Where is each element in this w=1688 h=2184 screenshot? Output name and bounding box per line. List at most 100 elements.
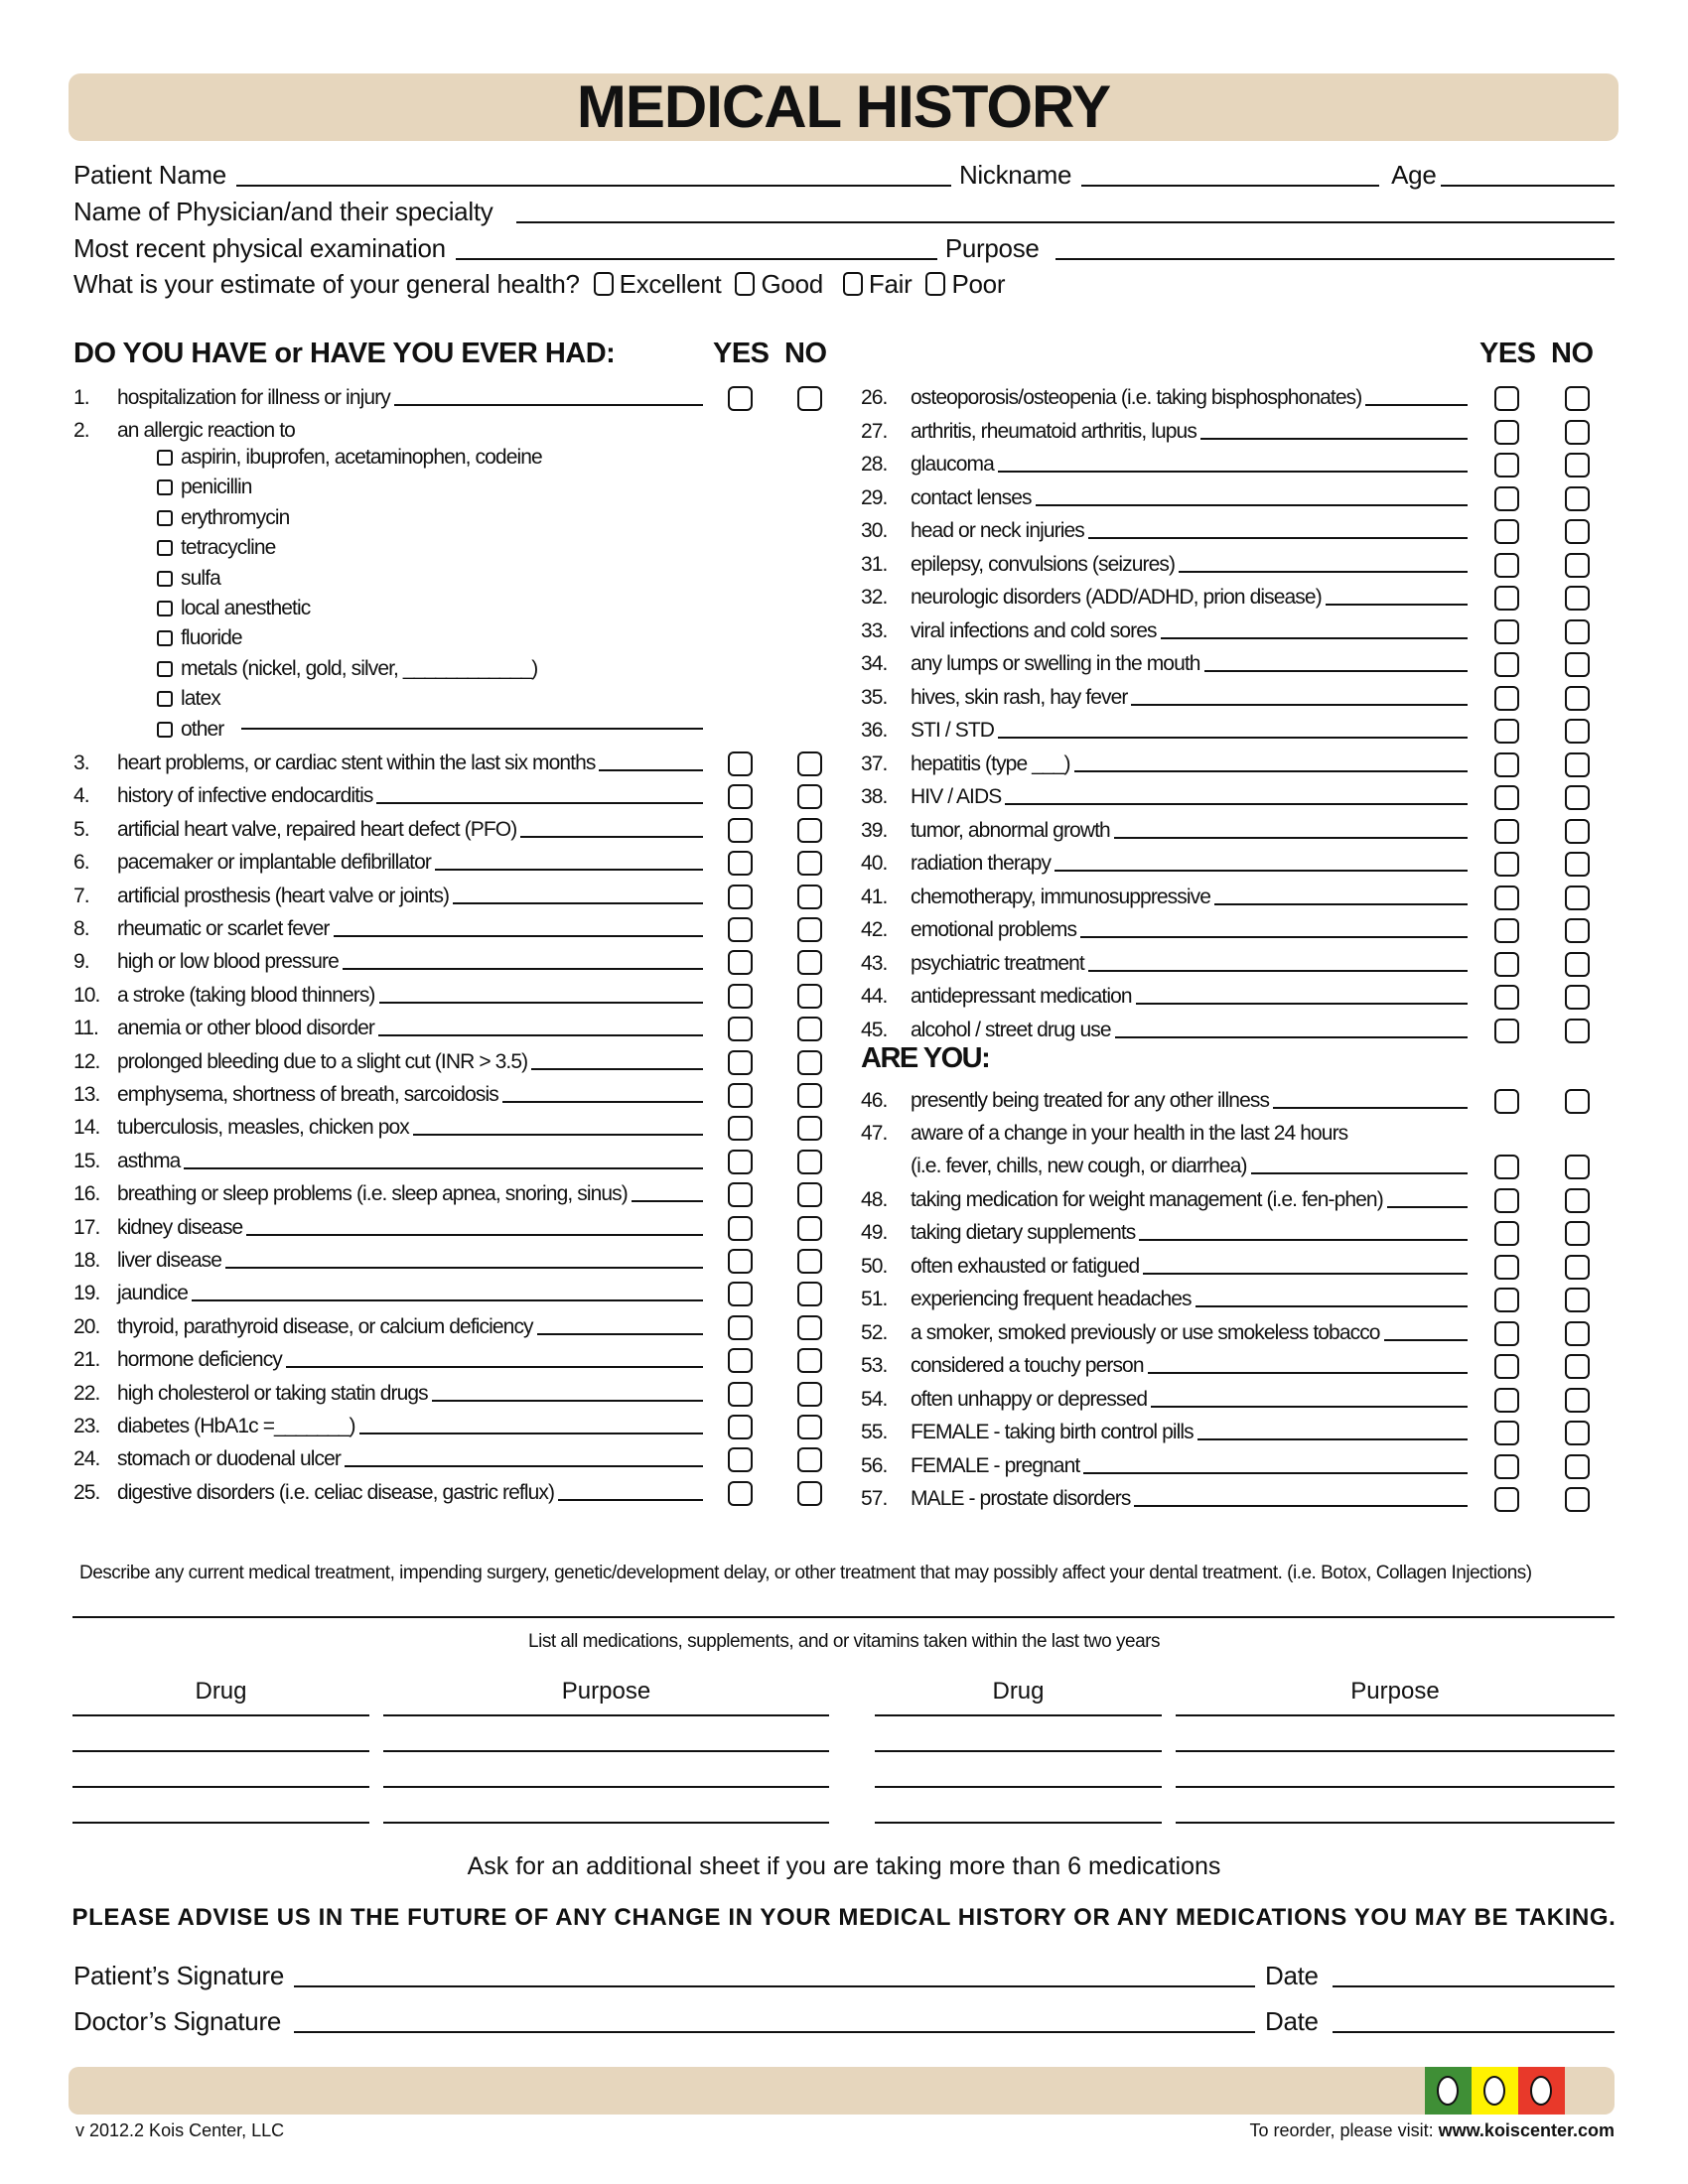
yes-checkbox[interactable] — [1494, 1288, 1519, 1312]
answer-line[interactable] — [1195, 1305, 1468, 1307]
answer-line[interactable] — [453, 902, 703, 904]
yes-checkbox[interactable] — [728, 1315, 753, 1340]
answer-line[interactable] — [434, 869, 703, 871]
answer-line[interactable] — [344, 1465, 703, 1467]
fair-checkbox[interactable] — [842, 272, 863, 296]
allergy-checkbox[interactable] — [157, 540, 173, 557]
no-checkbox[interactable] — [797, 1348, 822, 1373]
answer-line[interactable] — [431, 1400, 703, 1402]
yes-checkbox[interactable] — [1494, 652, 1519, 677]
answer-line[interactable] — [531, 1068, 703, 1070]
no-checkbox[interactable] — [1565, 1487, 1590, 1512]
answer-line[interactable] — [1055, 870, 1468, 872]
physician-field[interactable] — [516, 221, 1615, 223]
no-checkbox[interactable] — [1565, 752, 1590, 777]
no-checkbox[interactable] — [1565, 1221, 1590, 1246]
answer-line[interactable] — [1087, 537, 1468, 539]
yes-checkbox[interactable] — [1494, 1221, 1519, 1246]
other-allergy-field[interactable] — [241, 727, 703, 730]
yes-checkbox[interactable] — [728, 1017, 753, 1041]
yes-checkbox[interactable] — [728, 1282, 753, 1306]
yes-checkbox[interactable] — [1494, 1089, 1519, 1114]
patient-signature-field[interactable] — [294, 1985, 1255, 1987]
answer-line[interactable] — [1365, 404, 1468, 406]
yes-checkbox[interactable] — [728, 1415, 753, 1439]
answer-line[interactable] — [225, 1267, 703, 1269]
yes-checkbox[interactable] — [728, 1182, 753, 1207]
yes-checkbox[interactable] — [728, 386, 753, 411]
answer-line[interactable] — [1113, 837, 1468, 839]
excellent-checkbox[interactable] — [593, 272, 614, 296]
yes-checkbox[interactable] — [1494, 1487, 1519, 1512]
no-checkbox[interactable] — [797, 751, 822, 776]
answer-line[interactable] — [501, 1101, 703, 1103]
no-checkbox[interactable] — [797, 917, 822, 942]
answer-line[interactable] — [599, 769, 703, 771]
drug-field[interactable] — [72, 1822, 369, 1824]
purpose-field[interactable] — [383, 1822, 829, 1824]
no-checkbox[interactable] — [1565, 1255, 1590, 1280]
answer-line[interactable] — [1139, 1239, 1468, 1241]
no-checkbox[interactable] — [1565, 985, 1590, 1010]
drug-field[interactable] — [875, 1786, 1162, 1788]
allergy-checkbox[interactable] — [157, 721, 173, 738]
no-checkbox[interactable] — [797, 1415, 822, 1439]
no-checkbox[interactable] — [1565, 952, 1590, 977]
answer-line[interactable] — [1196, 1438, 1468, 1440]
yes-checkbox[interactable] — [728, 818, 753, 843]
yes-checkbox[interactable] — [1494, 785, 1519, 810]
no-checkbox[interactable] — [1565, 553, 1590, 578]
no-checkbox[interactable] — [797, 1150, 822, 1174]
no-checkbox[interactable] — [797, 984, 822, 1009]
answer-line[interactable] — [184, 1167, 703, 1169]
yes-checkbox[interactable] — [1494, 719, 1519, 744]
no-checkbox[interactable] — [797, 818, 822, 843]
answer-line[interactable] — [1325, 604, 1468, 606]
allergy-checkbox[interactable] — [157, 630, 173, 647]
purpose-field[interactable] — [383, 1750, 829, 1752]
no-checkbox[interactable] — [797, 1282, 822, 1306]
no-checkbox[interactable] — [797, 1182, 822, 1207]
answer-line[interactable] — [285, 1366, 703, 1368]
answer-line[interactable] — [246, 1234, 703, 1236]
yes-checkbox[interactable] — [1494, 1354, 1519, 1379]
yes-checkbox[interactable] — [1494, 819, 1519, 844]
purpose-field[interactable] — [1176, 1822, 1615, 1824]
yes-checkbox[interactable] — [1494, 1454, 1519, 1479]
answer-line[interactable] — [1135, 1003, 1468, 1005]
yes-checkbox[interactable] — [728, 1348, 753, 1373]
answer-line[interactable] — [1005, 803, 1468, 805]
answer-line[interactable] — [997, 471, 1468, 473]
no-checkbox[interactable] — [1565, 1388, 1590, 1413]
describe-field[interactable] — [72, 1616, 1615, 1618]
yes-checkbox[interactable] — [1494, 985, 1519, 1010]
no-checkbox[interactable] — [797, 784, 822, 809]
drug-field[interactable] — [72, 1786, 369, 1788]
answer-line[interactable] — [1160, 637, 1468, 639]
yes-checkbox[interactable] — [1494, 1255, 1519, 1280]
answer-line[interactable] — [393, 404, 703, 406]
yes-checkbox[interactable] — [1494, 886, 1519, 910]
no-checkbox[interactable] — [1565, 1188, 1590, 1213]
no-checkbox[interactable] — [1565, 519, 1590, 544]
no-checkbox[interactable] — [1565, 420, 1590, 445]
good-checkbox[interactable] — [735, 272, 756, 296]
yes-checkbox[interactable] — [728, 1382, 753, 1407]
yes-checkbox[interactable] — [728, 885, 753, 909]
no-checkbox[interactable] — [1565, 1089, 1590, 1114]
no-checkbox[interactable] — [1565, 852, 1590, 877]
allergy-checkbox[interactable] — [157, 509, 173, 526]
answer-line[interactable] — [1273, 1107, 1468, 1109]
yes-checkbox[interactable] — [1494, 453, 1519, 478]
yes-checkbox[interactable] — [728, 751, 753, 776]
yes-checkbox[interactable] — [1494, 1155, 1519, 1179]
poor-checkbox[interactable] — [925, 272, 946, 296]
answer-line[interactable] — [1083, 1472, 1468, 1474]
yes-checkbox[interactable] — [728, 1216, 753, 1241]
answer-line[interactable] — [1114, 1036, 1468, 1038]
no-checkbox[interactable] — [1565, 586, 1590, 611]
no-checkbox[interactable] — [1565, 386, 1590, 411]
answer-line[interactable] — [378, 1034, 703, 1036]
answer-line[interactable] — [412, 1134, 703, 1136]
yes-checkbox[interactable] — [1494, 686, 1519, 711]
